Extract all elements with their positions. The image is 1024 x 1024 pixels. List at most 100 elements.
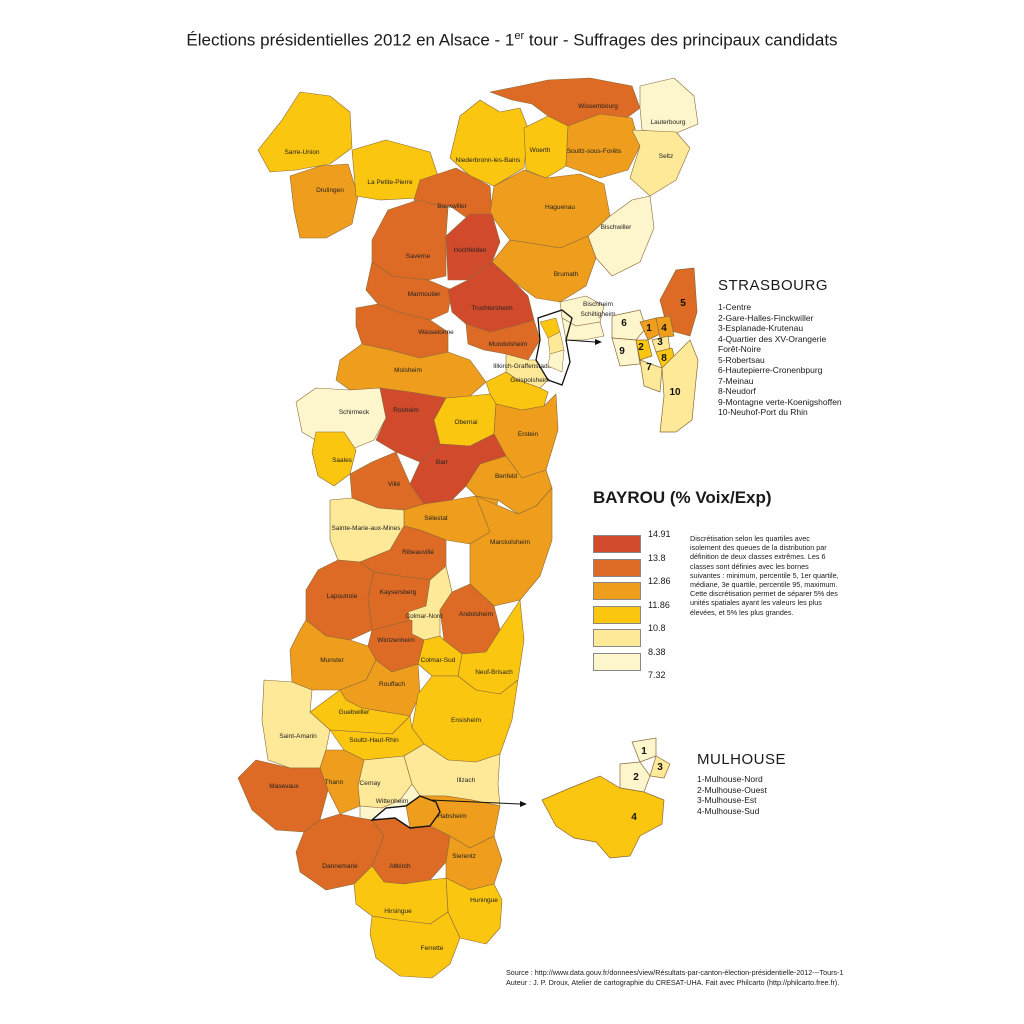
mulhouse-district-item: 1-Mulhouse-Nord: [697, 774, 763, 784]
mulhouse-inset-map: [541, 737, 671, 859]
strasbourg-district-item: 7-Meinau: [718, 375, 754, 386]
canton-label: Benfeld: [495, 473, 517, 480]
legend-break-value: 11.86: [648, 599, 670, 610]
canton-14: [445, 213, 501, 281]
mulhouse-district-list: 1-Mulhouse-Nord 2-Mulhouse-Ouest 3-Mulhous…: [697, 774, 767, 816]
canton-label: Rosheim: [393, 407, 419, 414]
strasbourg-district-number: 6: [621, 318, 627, 329]
canton-60: [353, 865, 449, 925]
canton-label: Ensisheim: [451, 717, 481, 724]
strasbourg-district-list: 1-Centre 2-Gare-Halles-Finckwiller 3-Espla…: [718, 302, 842, 418]
canton-label: Niederbronn-les-Bains: [456, 157, 521, 164]
strasbourg-district-number: 2: [638, 342, 644, 353]
legend-class-swatch: [593, 629, 641, 647]
legend-class-swatch: [593, 605, 641, 624]
canton-label: Wasselonne: [418, 329, 454, 336]
legend-title: BAYROU (% Voix/Exp): [593, 488, 772, 507]
canton-label: Colmar-Sud: [421, 657, 456, 664]
canton-label: Andolsheim: [459, 611, 493, 618]
legend-break-value: 8.38: [648, 646, 666, 657]
canton-label: Saverne: [406, 253, 431, 260]
canton-13: [371, 199, 449, 281]
legend-break-value: 10.8: [648, 623, 666, 633]
canton-label: Ribeauvillé: [402, 549, 434, 556]
strasbourg-district-number: 4: [661, 323, 667, 334]
strasbourg-district-number: 9: [619, 346, 625, 357]
canton-35: [469, 487, 553, 607]
mulhouse-district-item: 4-Mulhouse-Sud: [697, 805, 760, 816]
canton-label: Neuf-Brisach: [475, 669, 513, 676]
canton-label: Cernay: [360, 780, 382, 787]
strasbourg-district-item: 3-Esplanade-Krutenau: [718, 323, 804, 333]
mulhouse-district-item: 3-Mulhouse-Est: [697, 795, 757, 805]
strasbourg-district-item: 1-Centre: [718, 302, 752, 312]
canton-label: Schiltigheim: [580, 311, 615, 318]
strasbourg-inset-map: [611, 267, 699, 433]
strasbourg-district-item: 5-Robertsau: [718, 354, 765, 365]
canton-label: Habsheim: [437, 813, 466, 820]
strasbourg-district-number: 7: [646, 362, 652, 373]
canton-label: Colmar-Nord: [405, 613, 443, 620]
canton-label: Wittenheim: [376, 798, 409, 805]
source-credits: Source : http://www.data.gouv.fr/donnees…: [506, 968, 843, 987]
canton-label: Bouxwiller: [437, 203, 467, 210]
canton-label: Marckolsheim: [490, 539, 530, 546]
canton-label: Hochfelden: [454, 247, 487, 254]
canton-label: Illzach: [457, 777, 476, 784]
mulhouse-district-number: 2: [633, 772, 639, 783]
strasbourg-district-number: 3: [657, 337, 663, 348]
canton-2: [639, 77, 699, 135]
strasbourg-district-number: 8: [661, 353, 667, 364]
canton-label: Guebwiller: [339, 709, 371, 716]
canton-16: [365, 261, 453, 321]
canton-label: Brumath: [554, 271, 579, 278]
strasbourg-district-item: 6-Hautepierre-Cronenbpurg: [718, 365, 823, 375]
canton-label: Erstein: [518, 431, 539, 438]
canton-label: Schirmeck: [339, 409, 370, 416]
canton-label: Marmoutier: [408, 291, 442, 298]
strasbourg-districts-small: [539, 317, 565, 373]
canton-label: Villé: [388, 481, 401, 488]
canton-label: Sierentz: [452, 853, 476, 860]
canton-label: Masevaux: [269, 783, 299, 790]
mulhouse-district-number: 3: [657, 762, 663, 773]
mulhouse-title: MULHOUSE: [697, 751, 787, 768]
canton-label: Illkirch-Graffenstaden: [493, 363, 555, 370]
canton-label: Rouffach: [379, 681, 405, 688]
legend-class-swatch: [593, 558, 641, 577]
canton-label: Barr: [436, 459, 449, 466]
canton-15: [491, 235, 597, 303]
strasbourg-district-number: 1: [646, 323, 652, 334]
source-line: Source : http://www.data.gouv.fr/donnees…: [506, 968, 844, 977]
canton-label: Molsheim: [394, 367, 422, 374]
canton-label: Soultz-sous-Forêts: [567, 148, 622, 155]
canton-48: [261, 679, 331, 769]
canton-label: Huningue: [470, 897, 498, 904]
canton-label: Thann: [325, 779, 344, 786]
strasbourg-district-item: 10-Neuhof-Port du Rhin: [718, 407, 808, 417]
canton-label: Mundolsheim: [489, 341, 528, 348]
mulhouse-district-number: 1: [641, 746, 647, 757]
canton-label: Wissembourg: [578, 103, 618, 110]
canton-label: Saint-Amarin: [279, 733, 317, 740]
canton-label: Geispolsheim: [510, 377, 549, 384]
canton-label: Munster: [320, 657, 344, 664]
strasbourg-outline: [535, 309, 573, 386]
strasbourg-district-item: Forêt-Noire: [718, 344, 761, 354]
legend-break-value: 12.86: [648, 576, 671, 586]
strasbourg-district-item: 2-Gare-Halles-Finckwiller: [718, 312, 814, 323]
legend-class-swatch: [593, 582, 641, 600]
canton-label: Soultz-Haut-Rhin: [349, 737, 399, 744]
strasbourg-district-number: 10: [669, 387, 681, 398]
author-line: Auteur : J. P. Droux, Atelier de cartogr…: [506, 977, 840, 987]
legend-class-swatch: [593, 652, 641, 671]
mulhouse-outline: [369, 795, 441, 829]
legend-note: Discrétisation selon les quartiles avec …: [690, 534, 839, 617]
canton-label: Bischheim: [583, 301, 613, 308]
canton-label: Sarre-Union: [284, 149, 319, 156]
legend-class-swatch: [593, 535, 641, 553]
canton-50: [237, 759, 329, 833]
canton-label: Obernai: [454, 419, 477, 426]
canton-label: Sainte-Marie-aux-Mines: [332, 525, 402, 532]
canton-8: [289, 163, 359, 239]
